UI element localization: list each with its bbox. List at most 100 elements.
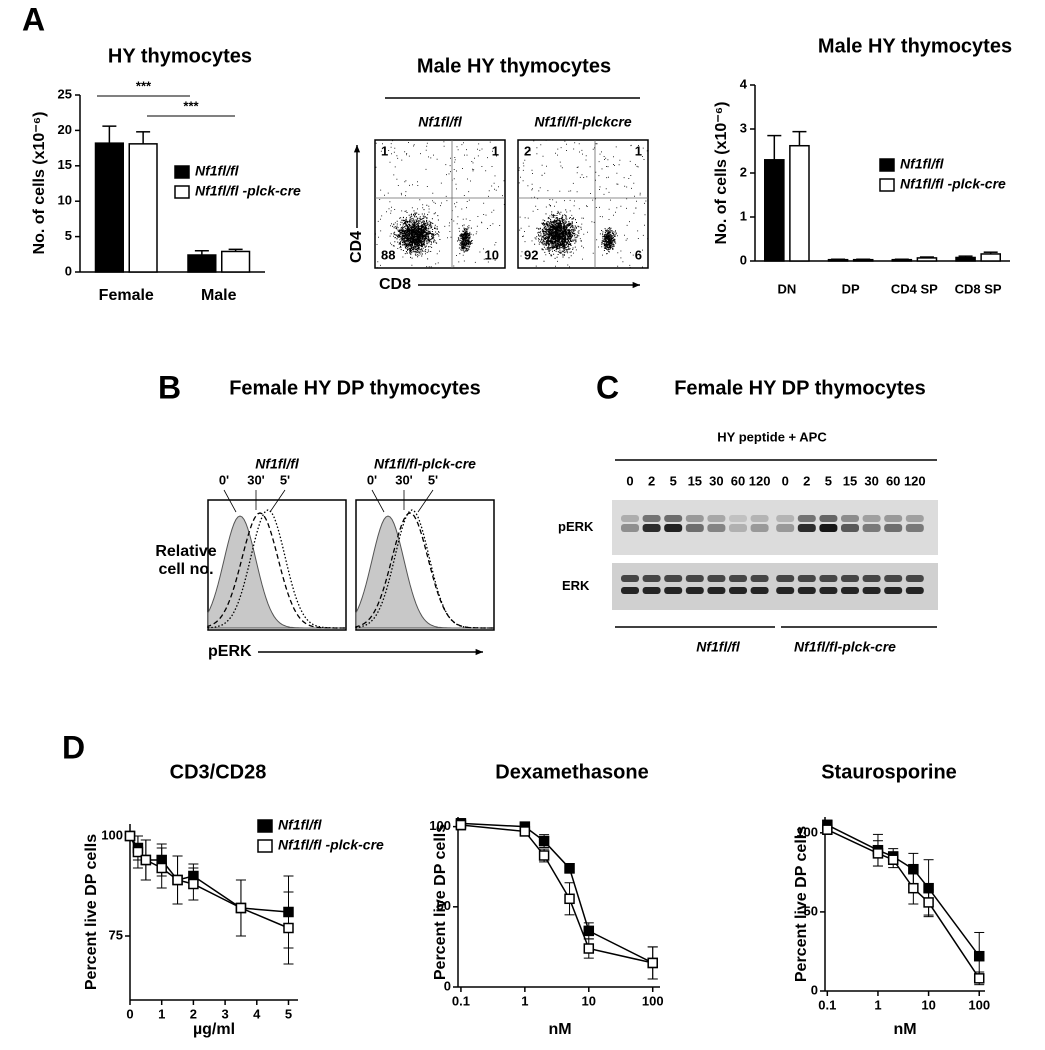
band	[621, 515, 639, 522]
histogram-y-label: cell no.	[158, 561, 213, 578]
x-tick-label: 1	[521, 993, 528, 1008]
y-tick-label: 10	[58, 193, 72, 208]
band	[664, 587, 683, 594]
y-tick-label: 75	[109, 927, 123, 942]
quadrant-percent: 10	[485, 247, 499, 262]
x-tick-label: DP	[842, 281, 860, 296]
legend-swatch	[879, 158, 895, 172]
time-pointer	[417, 489, 434, 513]
band	[642, 575, 661, 582]
band	[664, 515, 683, 522]
time-label: 0'	[367, 472, 377, 487]
panel-label: B	[158, 369, 181, 405]
x-tick-label: 4	[253, 1006, 261, 1021]
y-tick-label: 25	[58, 86, 72, 101]
point	[283, 922, 294, 934]
point	[908, 882, 919, 894]
band	[841, 587, 859, 594]
legend-swatch	[174, 165, 190, 179]
histogram-x-label: pERK	[208, 643, 252, 660]
y-tick-label: 0	[740, 252, 747, 267]
band	[819, 575, 838, 582]
point	[973, 973, 985, 984]
legend-label: Nf1fl/fl	[900, 156, 945, 172]
lane-label: 60	[731, 473, 745, 488]
chart-title: Staurosporine	[821, 761, 957, 783]
x-tick-label: 1	[158, 1006, 165, 1021]
time-pointer	[371, 489, 385, 513]
time-label: 0'	[219, 472, 229, 487]
legend-swatch	[879, 178, 895, 192]
band	[862, 515, 881, 522]
group-label: Nf1fl/fl	[696, 639, 741, 655]
point	[538, 835, 550, 847]
y-tick-label: 100	[796, 824, 818, 839]
time-label: 5'	[280, 472, 290, 487]
panel-label: A	[22, 1, 45, 37]
point	[124, 830, 136, 842]
flow-header: Nf1fl/fl-plckcre	[534, 114, 631, 130]
x-tick-label: 10	[921, 997, 935, 1012]
band	[685, 524, 704, 532]
histogram-5min	[207, 509, 346, 629]
band	[819, 587, 838, 594]
point	[235, 902, 247, 914]
bar	[94, 142, 124, 273]
band	[905, 524, 924, 532]
quadrant-percent: 1	[381, 143, 388, 158]
y-tick-label: 50	[437, 898, 451, 913]
legend-swatch	[174, 185, 190, 199]
y-axis-label: Percent live DP cells	[83, 834, 100, 990]
point	[583, 943, 595, 954]
flow-dots	[375, 140, 506, 269]
y-tick-label: 0	[811, 982, 818, 997]
flow-header: Nf1fl/fl	[418, 114, 463, 130]
y-tick-label: 100	[429, 818, 451, 833]
band	[862, 524, 881, 532]
flow-plot-frame	[374, 139, 506, 269]
time-label: 30'	[247, 472, 265, 487]
histogram-title: Female HY DP thymocytes	[229, 377, 481, 399]
x-tick-label: 0	[126, 1006, 133, 1021]
histogram-30min	[355, 512, 494, 629]
bar	[891, 258, 913, 262]
band	[776, 524, 795, 532]
lane-label: 120	[904, 473, 926, 488]
quadrant-percent: 1	[635, 143, 642, 158]
x-axis-label: µg/ml	[193, 1021, 235, 1038]
legend-label: Nf1fl/fl -plck-cre	[195, 183, 301, 199]
legend-label: Nf1fl/fl -plck-cre	[278, 837, 384, 853]
band	[707, 587, 726, 594]
x-tick-label: 2	[190, 1006, 197, 1021]
lane-label: 5	[825, 473, 832, 488]
band	[729, 575, 747, 582]
y-tick-label: 50	[804, 903, 818, 918]
band	[841, 515, 859, 522]
band	[707, 524, 726, 532]
blot-treatment: HY peptide + APC	[717, 429, 827, 444]
y-axis-label: Percent live DP cells	[432, 824, 449, 980]
band	[776, 575, 795, 582]
point	[923, 897, 934, 908]
band	[729, 515, 747, 522]
x-tick-label: 5	[285, 1006, 292, 1021]
band	[642, 587, 661, 594]
flow-plot-frame	[517, 139, 649, 269]
arrow-head	[632, 281, 640, 289]
significance-label: ***	[136, 78, 152, 93]
lane-label: 2	[648, 473, 655, 488]
y-tick-label: 0	[65, 263, 72, 278]
lane-label: 15	[843, 473, 857, 488]
band	[884, 515, 903, 522]
point	[538, 850, 550, 861]
band	[797, 587, 816, 594]
point	[887, 854, 899, 865]
point	[564, 863, 575, 874]
blot-title: Female HY DP thymocytes	[674, 377, 926, 399]
point	[172, 874, 183, 886]
time-label: 5'	[428, 472, 438, 487]
chart-title: CD3/CD28	[170, 761, 267, 783]
blot-row-label: ERK	[562, 578, 590, 593]
point	[140, 854, 152, 866]
